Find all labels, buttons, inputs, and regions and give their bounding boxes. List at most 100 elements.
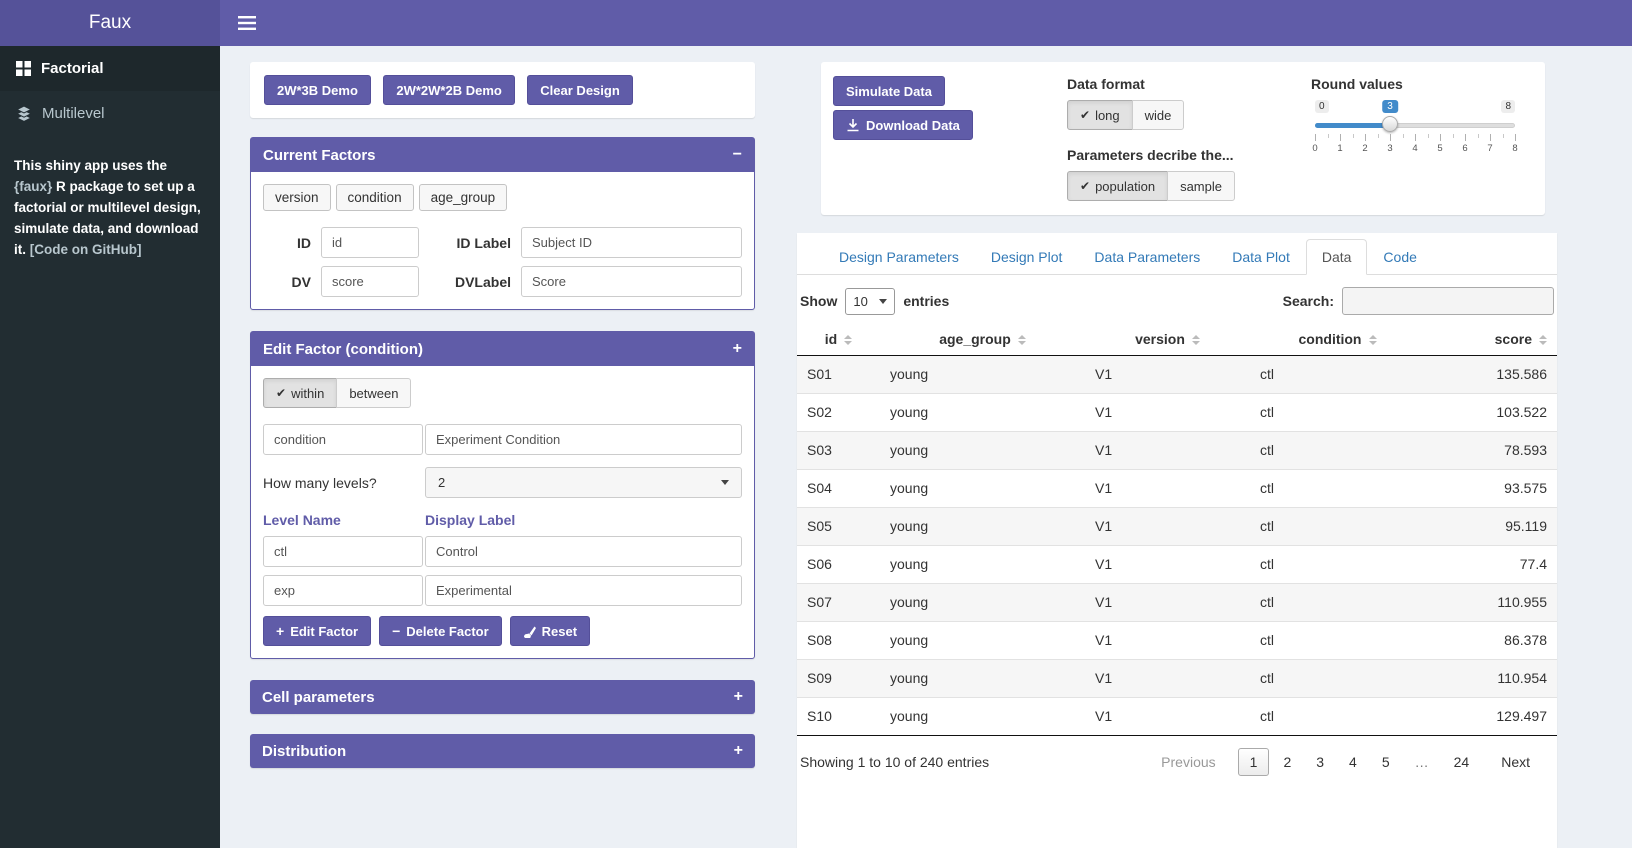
id-dv-form: ID ID Label DV DVLabel (263, 227, 742, 297)
table-row[interactable]: S06 young V1 ctl 77.4 (797, 545, 1557, 584)
edit-factor-actions: + Edit Factor − Delete Factor (263, 616, 742, 646)
demo-2w2w2b-button[interactable]: 2W*2W*2B Demo (383, 75, 515, 105)
level-1-name-input[interactable] (263, 536, 423, 567)
table-footer: Showing 1 to 10 of 240 entries Previous … (797, 748, 1557, 776)
slider-max-label: 8 (1501, 100, 1515, 113)
tab-code[interactable]: Code (1383, 249, 1417, 265)
column-header-age-group[interactable]: age_group (880, 323, 1085, 356)
factor-name-row (263, 424, 742, 455)
factor-chip-age-group[interactable]: age_group (418, 184, 508, 211)
panel-title: Edit Factor (condition) (263, 340, 423, 358)
table-row[interactable]: S03 young V1 ctl 78.593 (797, 431, 1557, 470)
app-brand-label: Faux (88, 12, 132, 33)
sort-asc-icon (844, 335, 853, 340)
sidebar-toggle-button[interactable] (220, 0, 274, 46)
pagination-previous[interactable]: Previous (1161, 754, 1216, 770)
distribution-header[interactable]: Distribution + (250, 734, 755, 768)
tab-design-parameters[interactable]: Design Parameters (839, 249, 959, 265)
slider-fill-bar (1315, 123, 1390, 128)
long-option-button[interactable]: ✔ long (1067, 100, 1133, 130)
within-option-button[interactable]: ✔ within (263, 378, 338, 408)
sidebar-item-factorial[interactable]: Factorial (0, 46, 220, 91)
tab-data[interactable]: Data (1305, 239, 1368, 275)
sidebar-item-multilevel[interactable]: Multilevel (0, 91, 220, 136)
caret-down-icon (721, 480, 729, 485)
dv-label-input[interactable] (521, 266, 742, 297)
column-header-id[interactable]: id (797, 323, 880, 356)
delete-factor-button[interactable]: − Delete Factor (379, 616, 502, 646)
collapse-plus-icon[interactable]: + (733, 742, 743, 759)
tab-data-parameters[interactable]: Data Parameters (1094, 249, 1201, 265)
table-row[interactable]: S05 young V1 ctl 95.119 (797, 507, 1557, 546)
factor-chip-condition[interactable]: condition (335, 184, 414, 211)
pagination-page-3[interactable]: 3 (1316, 754, 1325, 770)
search-input[interactable] (1342, 287, 1554, 315)
simulate-data-button[interactable]: Simulate Data (833, 76, 945, 106)
table-row[interactable]: S04 young V1 ctl 93.575 (797, 469, 1557, 508)
table-row[interactable]: S08 young V1 ctl 86.378 (797, 621, 1557, 660)
show-label: Show (800, 293, 838, 309)
selected-value: 2 (438, 475, 446, 490)
factor-display-label-input[interactable] (425, 424, 742, 455)
sample-option-button[interactable]: sample (1167, 171, 1235, 201)
factor-chip-version[interactable]: version (263, 184, 331, 211)
selected-value: 10 (853, 293, 868, 309)
download-data-button[interactable]: Download Data (833, 110, 973, 140)
table-row[interactable]: S07 young V1 ctl 110.955 (797, 583, 1557, 622)
column-header-condition[interactable]: condition (1250, 323, 1425, 356)
table-row[interactable]: S09 young V1 ctl 110.954 (797, 659, 1557, 698)
pagination-page-1[interactable]: 1 (1237, 748, 1270, 776)
button-label: Clear Design (540, 82, 620, 98)
dv-input[interactable] (321, 266, 419, 297)
edit-factor-button[interactable]: + Edit Factor (263, 616, 372, 646)
factor-name-input[interactable] (263, 424, 423, 455)
option-label: population (1095, 178, 1156, 194)
id-label-input[interactable] (521, 227, 742, 258)
reset-button[interactable]: Reset (509, 616, 591, 646)
pagination-page-4[interactable]: 4 (1349, 754, 1357, 770)
pagination: Previous 1 2 3 4 5 … 24 Next (1147, 748, 1541, 776)
table-row[interactable]: S01 young V1 ctl 135.586 (797, 355, 1557, 394)
collapse-plus-icon[interactable]: + (733, 688, 743, 705)
collapse-plus-icon[interactable]: + (732, 340, 742, 357)
level-2-label-input[interactable] (425, 575, 742, 606)
pagination-page-2[interactable]: 2 (1283, 754, 1292, 770)
table-row[interactable]: S10 young V1 ctl 129.497 (797, 697, 1557, 736)
pagination-page-5[interactable]: 5 (1381, 754, 1390, 770)
wide-option-button[interactable]: wide (1131, 100, 1185, 130)
dv-label-label: DVLabel (454, 273, 511, 290)
pagination-next[interactable]: Next (1501, 754, 1530, 770)
option-label: sample (1180, 178, 1222, 194)
sidebar-item-label: Factorial (41, 60, 104, 77)
cell-parameters-panel: Cell parameters + (250, 680, 755, 714)
demo-2w3b-button[interactable]: 2W*3B Demo (264, 75, 371, 105)
levels-count-select[interactable]: 2 (425, 467, 742, 498)
data-format-toggle: ✔ long wide (1067, 100, 1185, 130)
id-input[interactable] (321, 227, 419, 258)
level-2-name-input[interactable] (263, 575, 423, 606)
search-label: Search: (1282, 293, 1334, 309)
slider-handle[interactable] (1382, 116, 1398, 132)
github-link[interactable]: [Code on GitHub] (29, 241, 142, 257)
current-factors-header[interactable]: Current Factors − (251, 138, 754, 172)
column-header-score[interactable]: score (1425, 323, 1557, 356)
collapse-minus-icon[interactable]: − (732, 146, 742, 163)
level-1-label-input[interactable] (425, 536, 742, 567)
column-header-version[interactable]: version (1085, 323, 1250, 356)
tab-data-plot[interactable]: Data Plot (1232, 249, 1290, 265)
cell-parameters-header[interactable]: Cell parameters + (250, 680, 755, 714)
between-option-button[interactable]: between (336, 378, 412, 408)
description-text: This shiny app uses the (14, 158, 168, 173)
clear-design-button[interactable]: Clear Design (527, 75, 633, 105)
edit-factor-header[interactable]: Edit Factor (condition) + (251, 332, 754, 366)
pagination-page-24[interactable]: 24 (1453, 754, 1470, 770)
tab-design-plot[interactable]: Design Plot (990, 249, 1063, 265)
option-label: between (349, 385, 399, 401)
population-option-button[interactable]: ✔ population (1067, 171, 1169, 201)
table-row[interactable]: S02 young V1 ctl 103.522 (797, 393, 1557, 432)
app-brand[interactable]: Faux (0, 0, 220, 46)
tick-label: 7 (1487, 143, 1493, 154)
entries-select[interactable]: 10 (845, 287, 896, 315)
sort-desc-icon (1539, 341, 1547, 346)
round-values-slider[interactable]: 0 8 3 (1312, 100, 1518, 166)
